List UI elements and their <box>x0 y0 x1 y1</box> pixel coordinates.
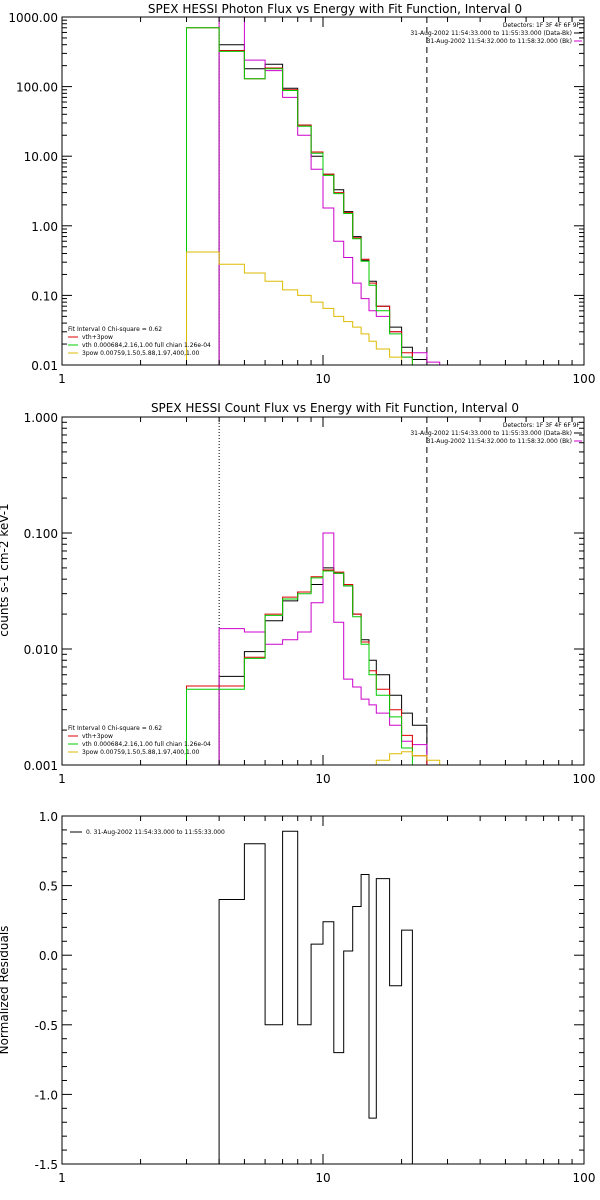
residuals-y-tick-label: 0.5 <box>39 880 58 894</box>
photon-top-legend: Detectors: 1F 3F 4F 6F 9F 31-Aug-2002 11… <box>410 22 582 45</box>
residuals-plot-frame <box>61 815 585 1165</box>
residuals-x-tick-label: 1 <box>58 1171 66 1185</box>
photon-y-tick-label: 0.01 <box>31 359 58 373</box>
count-chart-title: SPEX HESSI Count Flux vs Energy with Fit… <box>151 401 519 415</box>
photon-x-tick-label: 10 <box>315 372 330 386</box>
photon-legend-vth3pow: vth+3pow <box>82 334 113 341</box>
count-top-legend: Detectors: 1F 3F 4F 6F 9F 31-Aug-2002 11… <box>410 422 582 445</box>
count-legend-databk: 31-Aug-2002 11:54:33.000 to 11:55:33.000… <box>410 430 572 437</box>
photon-x-tick-label: 100 <box>573 372 596 386</box>
photon-legend-detectors: Detectors: 1F 3F 4F 6F 9F <box>503 22 581 29</box>
count-x-tick-label: 1 <box>58 772 66 786</box>
photon-y-tick-label: 100.00 <box>16 81 58 95</box>
residuals-x-tick-label: 100 <box>573 1171 596 1185</box>
count-bottom-legend: Fit Interval 0 Chi-square = 0.62 vth+3po… <box>68 725 211 756</box>
residuals-y-tick-label: -1.0 <box>35 1088 58 1102</box>
count-x-tick-label: 10 <box>315 772 330 786</box>
residuals-y-tick-label: -1.5 <box>35 1158 58 1172</box>
residuals-y-tick-label: 1.0 <box>39 810 58 824</box>
photon-series-vth-3pow <box>186 27 427 366</box>
photon-x-tick-label: 1 <box>58 372 66 386</box>
count-series-vth <box>186 570 427 766</box>
residuals-legend: 0. 31-Aug-2002 11:54:33.000 to 11:55:33.… <box>70 829 225 836</box>
photon-legend-fit: Fit Interval 0 Chi-square = 0.62 <box>68 326 162 333</box>
residuals-x-tick-label: 10 <box>315 1171 330 1185</box>
residuals-panel: Normalized Residuals 1 10 100 -1.5 -1.0 -0.5 0… <box>0 810 595 1185</box>
photon-legend-bk: 31-Aug-2002 11:54:32.000 to 11:58:32.000… <box>427 38 572 45</box>
photon-y-tick-label: 0.10 <box>31 289 58 303</box>
count-y-axis-label: counts s-1 cm-2 keV-1 <box>0 503 11 636</box>
count-y-tick-label: 0.001 <box>24 759 58 773</box>
photon-y-tick-label: 1000.00 <box>8 11 58 25</box>
count-legend-3pow: 3pow 0.00759,1.50,5.88,1.97,400,1.00 <box>82 749 200 756</box>
count-y-tick-label: 0.100 <box>24 527 58 541</box>
photon-y-tick-label: 1.00 <box>31 220 58 234</box>
residuals-series-residuals <box>218 830 413 1164</box>
count-legend-vth3pow: vth+3pow <box>82 733 113 740</box>
residuals-legend-text: 0. 31-Aug-2002 11:54:33.000 to 11:55:33.… <box>86 829 225 836</box>
count-y-tick-label: 1.000 <box>24 411 58 425</box>
photon-legend-3pow: 3pow 0.00759,1.50,5.88,1.97,400,1.00 <box>82 350 200 357</box>
residuals-y-tick-label: -0.5 <box>35 1019 58 1033</box>
count-legend-detectors: Detectors: 1F 3F 4F 6F 9F <box>503 422 581 429</box>
photon-series-vth <box>186 27 427 366</box>
photon-legend-vth: vth 0.000684,2.16,1.00 full chian 1.26e-… <box>82 342 211 349</box>
photon-bottom-legend: Fit Interval 0 Chi-square = 0.62 vth+3po… <box>68 326 211 357</box>
photon-legend-databk: 31-Aug-2002 11:54:33.000 to 11:55:33.000… <box>410 30 572 37</box>
photon-series-3pow <box>186 251 427 366</box>
count-legend-vth: vth 0.000684,2.16,1.00 full chian 1.26e-… <box>82 741 211 748</box>
count-x-tick-label: 100 <box>573 772 596 786</box>
photon-chart-title: SPEX HESSI Photon Flux vs Energy with Fi… <box>148 2 522 16</box>
count-flux-panel: SPEX HESSI Count Flux vs Energy with Fit… <box>0 401 595 786</box>
count-series-vth-3pow <box>186 569 428 765</box>
residuals-y-axis-label: Normalized Residuals <box>0 926 11 1055</box>
count-legend-bk: 31-Aug-2002 11:54:32.000 to 11:58:32.000… <box>427 438 572 445</box>
photon-flux-panel: SPEX HESSI Photon Flux vs Energy with Fi… <box>8 2 595 386</box>
count-series-3pow <box>375 751 441 765</box>
count-legend-fit: Fit Interval 0 Chi-square = 0.62 <box>68 725 162 732</box>
residuals-y-tick-label: 0.0 <box>39 949 58 963</box>
count-series-bk <box>218 532 428 765</box>
photon-y-tick-label: 10.00 <box>24 150 58 164</box>
count-y-tick-label: 0.010 <box>24 643 58 657</box>
